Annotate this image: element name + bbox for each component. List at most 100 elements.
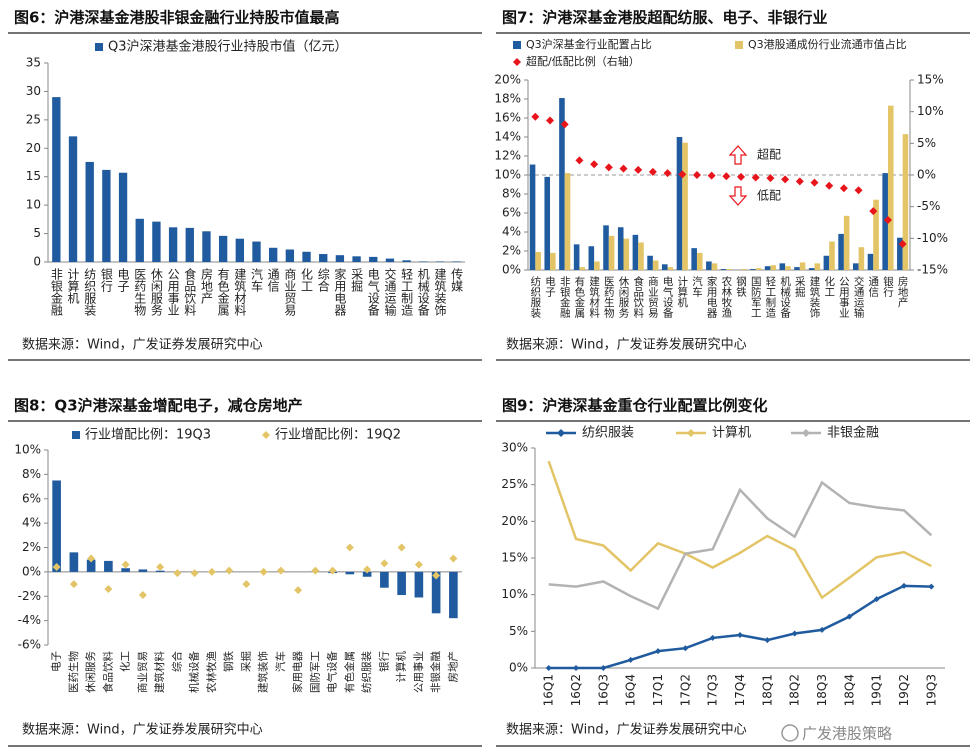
bar [647, 255, 653, 270]
x-tick-label: 轻工制造 [764, 275, 776, 318]
bar [617, 227, 624, 270]
bar [603, 225, 609, 270]
marker [363, 565, 372, 574]
bar [152, 221, 161, 262]
y-tick-label: 16% [494, 111, 521, 125]
chart-title: 图6：沪港深基金港股非银金融行业持股市值最高 [14, 9, 339, 27]
bar [764, 266, 771, 270]
bar [799, 262, 806, 270]
bar [794, 267, 800, 270]
marker [190, 569, 199, 578]
x-tick-label: 建筑装饰 [257, 651, 270, 693]
legend-label: Q3沪深基金行业配置占比 [526, 37, 652, 51]
x-tick-label: 非银金融 [49, 268, 63, 317]
legend-label: 纺织服装 [582, 426, 634, 441]
x-tick-label: 18Q3 [815, 674, 829, 706]
x-tick-label: 纺织服装 [529, 275, 541, 319]
marker [869, 207, 878, 216]
y2-tick-label: 0% [917, 168, 936, 182]
marker [604, 163, 613, 172]
x-tick-label: 电气设备 [366, 268, 380, 317]
x-tick-label: 钢铁 [735, 275, 747, 298]
bar [691, 248, 697, 270]
bar [720, 269, 727, 270]
bar [843, 215, 850, 270]
bar [435, 261, 445, 262]
y-tick-label: 6% [502, 206, 521, 220]
marker [709, 634, 716, 641]
marker [648, 167, 657, 176]
x-tick-label: 非银金融 [429, 651, 442, 693]
bar [431, 571, 441, 614]
bar [559, 98, 565, 270]
marker [692, 171, 701, 179]
marker [545, 665, 552, 671]
marker [104, 584, 113, 593]
marker [682, 645, 689, 652]
bar [573, 244, 580, 270]
marker [449, 554, 458, 563]
bar [706, 261, 712, 270]
bar [594, 261, 600, 270]
arrows [728, 145, 748, 206]
x-tick-label: 化工 [300, 268, 314, 292]
x-tick-label: 有色金属 [216, 268, 230, 317]
x-tick-label: 19Q2 [897, 674, 911, 706]
bar [550, 252, 556, 270]
marker [328, 566, 337, 575]
legend-label: 非银金融 [827, 425, 879, 441]
bar [661, 264, 668, 270]
x-tick-label: 休闲服务 [618, 276, 630, 319]
legend-swatch [513, 58, 521, 66]
marker [663, 169, 672, 178]
bar [52, 480, 61, 572]
x-tick-label: 通信 [266, 268, 280, 293]
x-tick-label: 化工 [823, 275, 835, 297]
x-tick-label: 16Q2 [569, 674, 583, 706]
marker [546, 116, 555, 125]
line [548, 480, 933, 611]
bar [202, 231, 211, 262]
bar [452, 261, 461, 262]
bar [52, 97, 61, 262]
marker [414, 560, 423, 569]
bar [449, 571, 458, 619]
bar [632, 234, 639, 270]
bar [882, 173, 888, 270]
y-tick-label: 12% [494, 149, 521, 163]
x-tick-label: 汽车 [274, 651, 287, 672]
x-tick-label: 计算机 [66, 268, 80, 304]
bar [319, 254, 328, 262]
chart-title: 图7：沪港深基金港股超配纺服、电子、非银行业 [502, 9, 827, 27]
x-tick-label: 建筑材料 [153, 651, 166, 693]
y-tick-label: 20% [501, 514, 528, 528]
legend-label: 计算机 [712, 426, 751, 441]
x-tick-label: 农林牧渔 [720, 275, 732, 319]
bar [579, 267, 586, 270]
marker [854, 186, 863, 195]
y-tick-label: 30 [26, 84, 41, 98]
marker [751, 173, 760, 182]
bar [335, 255, 345, 262]
bar [779, 263, 786, 270]
marker [590, 160, 599, 169]
x-tick-label: 医药生物 [67, 651, 80, 693]
bar [852, 263, 859, 270]
y-tick-label: 14% [494, 130, 521, 144]
bar [873, 199, 879, 270]
marker [173, 569, 182, 578]
y-tick-label: 2% [22, 540, 41, 554]
y-tick-label: 25 [26, 112, 41, 126]
bar [118, 172, 128, 262]
x-tick-label: 电子 [544, 275, 556, 297]
marker [795, 177, 804, 186]
line [548, 584, 932, 670]
chart-title: 图8：Q3沪港深基金增配电子，减仓房地产 [14, 397, 303, 415]
x-tick-label: 公用事业 [166, 268, 180, 316]
bar [252, 241, 261, 262]
x-tick-label: 钢铁 [222, 651, 235, 672]
marker [781, 175, 790, 184]
bar [185, 227, 194, 262]
marker [883, 215, 892, 224]
bar [750, 269, 756, 270]
